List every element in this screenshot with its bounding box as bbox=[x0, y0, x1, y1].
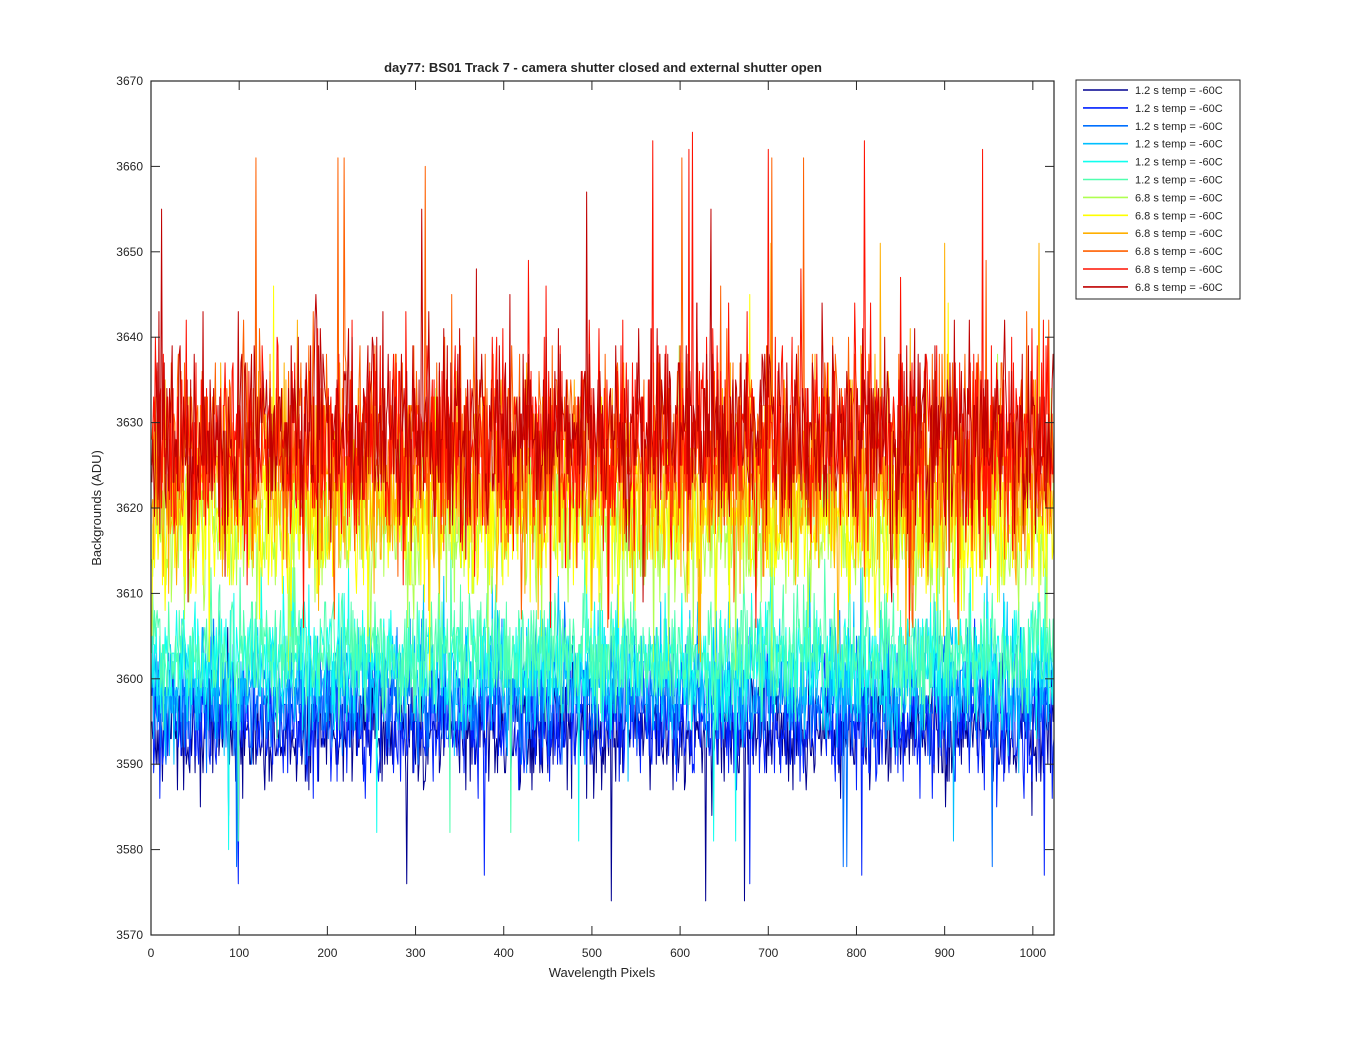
y-tick-label: 3650 bbox=[116, 245, 143, 259]
legend-label: 1.2 s temp = -60C bbox=[1135, 85, 1223, 97]
y-tick-label: 3620 bbox=[116, 501, 143, 515]
x-tick-label: 200 bbox=[317, 946, 337, 960]
y-tick-label: 3640 bbox=[116, 330, 143, 344]
y-tick-label: 3570 bbox=[116, 928, 143, 942]
plot-area: 0 100 200 300 400 500 600 700 800 900 1000 3570 358… bbox=[116, 74, 1055, 960]
chart-title: day77: BS01 Track 7 - camera shutter clo… bbox=[384, 60, 822, 75]
legend-label: 1.2 s temp = -60C bbox=[1135, 121, 1223, 133]
y-tick-label: 3610 bbox=[116, 586, 143, 600]
y-axis-label: Backgrounds (ADU) bbox=[89, 450, 104, 566]
legend-label: 1.2 s temp = -60C bbox=[1135, 157, 1223, 169]
y-tick-label: 3590 bbox=[116, 757, 143, 771]
x-axis-label: Wavelength Pixels bbox=[549, 965, 656, 980]
x-tick-label: 500 bbox=[582, 946, 602, 960]
legend-entry: 6.8 s temp = -60C bbox=[1083, 192, 1223, 204]
legend-label: 1.2 s temp = -60C bbox=[1135, 103, 1223, 115]
y-tick-label: 3600 bbox=[116, 672, 143, 686]
legend-label: 1.2 s temp = -60C bbox=[1135, 139, 1223, 151]
legend-box bbox=[1075, 79, 1241, 300]
series-line-12 bbox=[151, 191, 1055, 603]
legend-entry: 6.8 s temp = -60C bbox=[1083, 282, 1223, 294]
legend-items: 1.2 s temp = -60C 1.2 s temp = -60C 1.2 s … bbox=[1083, 85, 1223, 294]
legend-label: 6.8 s temp = -60C bbox=[1135, 192, 1223, 204]
x-tick-label: 300 bbox=[406, 946, 426, 960]
x-tick-label: 0 bbox=[148, 946, 155, 960]
legend-label: 6.8 s temp = -60C bbox=[1135, 210, 1223, 222]
legend-entry: 1.2 s temp = -60C bbox=[1083, 175, 1223, 187]
legend-label: 6.8 s temp = -60C bbox=[1135, 228, 1223, 240]
x-tick-label: 700 bbox=[758, 946, 778, 960]
x-tick-label: 100 bbox=[229, 946, 249, 960]
legend-entry: 1.2 s temp = -60C bbox=[1083, 85, 1223, 97]
y-tick-label: 3670 bbox=[116, 74, 143, 88]
legend-label: 6.8 s temp = -60C bbox=[1135, 246, 1223, 258]
y-axis-ticks: 3570 3580 3590 3600 3610 3620 3630 3640 3650 3660… bbox=[116, 74, 1054, 942]
x-tick-label: 1000 bbox=[1019, 946, 1046, 960]
x-tick-label: 600 bbox=[670, 946, 690, 960]
legend-entry: 1.2 s temp = -60C bbox=[1083, 157, 1223, 169]
legend-label: 6.8 s temp = -60C bbox=[1135, 264, 1223, 276]
legend-entry: 6.8 s temp = -60C bbox=[1083, 246, 1223, 258]
legend-entry: 1.2 s temp = -60C bbox=[1083, 139, 1223, 151]
x-axis-ticks: 0 100 200 300 400 500 600 700 800 900 1000 bbox=[148, 81, 1047, 960]
legend-entry: 6.8 s temp = -60C bbox=[1083, 228, 1223, 240]
legend-entry: 6.8 s temp = -60C bbox=[1083, 264, 1223, 276]
y-tick-label: 3660 bbox=[116, 159, 143, 173]
x-tick-label: 400 bbox=[494, 946, 514, 960]
y-tick-label: 3630 bbox=[116, 416, 143, 430]
legend: 1.2 s temp = -60C 1.2 s temp = -60C 1.2 s … bbox=[1075, 79, 1241, 300]
series-line-6 bbox=[151, 541, 1055, 842]
legend-label: 1.2 s temp = -60C bbox=[1135, 175, 1223, 187]
x-tick-label: 800 bbox=[846, 946, 866, 960]
legend-label: 6.8 s temp = -60C bbox=[1135, 282, 1223, 294]
legend-entry: 1.2 s temp = -60C bbox=[1083, 103, 1223, 115]
y-tick-label: 3580 bbox=[116, 843, 143, 857]
legend-entry: 6.8 s temp = -60C bbox=[1083, 210, 1223, 222]
legend-entry: 1.2 s temp = -60C bbox=[1083, 121, 1223, 133]
series-group bbox=[151, 131, 1055, 902]
x-tick-label: 900 bbox=[935, 946, 955, 960]
